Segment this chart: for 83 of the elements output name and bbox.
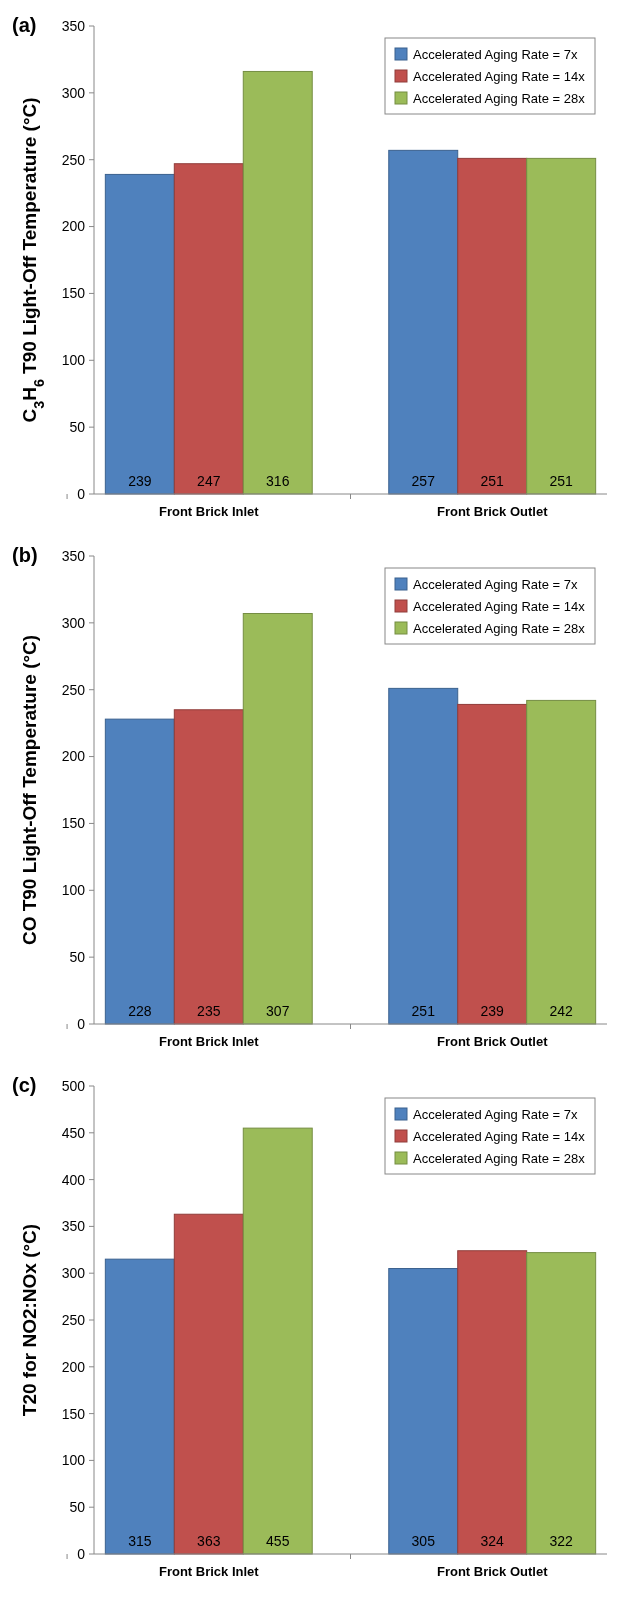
y-tick-label: 100 (61, 882, 86, 899)
legend-label: Accelerated Aging Rate = 28x (413, 90, 586, 106)
x-tick-label: Front Brick Inlet (158, 1034, 260, 1049)
y-tick-label: 100 (61, 1452, 86, 1469)
y-tick-label: 0 (77, 1545, 86, 1562)
y-tick-label: 0 (77, 485, 86, 502)
y-tick-label: 200 (61, 218, 86, 235)
bar (457, 157, 528, 495)
bar (104, 718, 175, 1025)
legend-label: Accelerated Aging Rate = 28x (413, 620, 586, 636)
y-tick-label: 150 (61, 1405, 86, 1422)
y-tick-label: 250 (61, 681, 86, 698)
data-label: 307 (266, 1003, 290, 1019)
y-tick-label: 350 (61, 1218, 86, 1235)
y-tick-label: 50 (69, 949, 86, 966)
data-label: 247 (197, 473, 221, 489)
y-axis-title: CO T90 Light-Off Temperature (°C) (19, 634, 40, 946)
bar (526, 699, 597, 1025)
data-label: 235 (197, 1003, 221, 1019)
data-label: 316 (266, 473, 290, 489)
y-tick-label: 50 (69, 419, 86, 436)
data-label: 251 (549, 473, 574, 489)
chart-title: (a) (12, 14, 37, 36)
x-tick-label: Front Brick Inlet (158, 1564, 260, 1579)
bar (388, 149, 459, 495)
chart-title: (b) (12, 544, 38, 566)
x-tick-label: Front Brick Outlet (436, 1034, 549, 1049)
data-label: 324 (480, 1533, 505, 1549)
chart-title: (c) (12, 1074, 37, 1096)
y-tick-label: 100 (61, 352, 86, 369)
bar (526, 157, 597, 495)
data-label: 251 (411, 1003, 436, 1019)
x-tick-label: Front Brick Outlet (436, 1564, 549, 1579)
bar (457, 1250, 528, 1555)
bar (242, 1127, 313, 1555)
y-tick-label: 200 (61, 1358, 86, 1375)
bar (526, 1252, 597, 1555)
x-tick-label: Front Brick Outlet (436, 504, 549, 519)
y-tick-label: 300 (61, 614, 86, 631)
data-label: 315 (128, 1533, 152, 1549)
data-label: 305 (411, 1533, 436, 1549)
bar (242, 613, 313, 1025)
bar (242, 70, 313, 495)
y-tick-label: 450 (61, 1124, 86, 1141)
data-label: 242 (549, 1003, 574, 1019)
data-label: 322 (549, 1533, 574, 1549)
y-axis-title: T20 for NO2:NOx (°C) (19, 1223, 40, 1417)
y-tick-label: 250 (61, 151, 86, 168)
y-tick-label: 300 (61, 1265, 86, 1282)
bar (388, 687, 459, 1025)
y-tick-label: 50 (69, 1499, 86, 1516)
bar (173, 163, 244, 495)
legend-label: Accelerated Aging Rate = 7x (413, 46, 578, 62)
bar (388, 1268, 459, 1555)
legend-label: Accelerated Aging Rate = 28x (413, 1150, 586, 1166)
x-tick-label: Front Brick Inlet (158, 504, 260, 519)
legend-label: Accelerated Aging Rate = 7x (413, 576, 578, 592)
data-label: 239 (128, 473, 152, 489)
data-label: 251 (480, 473, 505, 489)
y-tick-label: 150 (61, 285, 86, 302)
data-label: 257 (411, 473, 436, 489)
bar (104, 173, 175, 495)
data-label: 363 (197, 1533, 221, 1549)
bar (457, 703, 528, 1025)
y-tick-label: 500 (61, 1077, 86, 1094)
legend-label: Accelerated Aging Rate = 14x (413, 1128, 586, 1144)
legend-label: Accelerated Aging Rate = 7x (413, 1106, 578, 1122)
y-tick-label: 150 (61, 815, 86, 832)
legend-label: Accelerated Aging Rate = 14x (413, 68, 586, 84)
y-tick-label: 350 (61, 547, 86, 564)
y-tick-label: 300 (61, 84, 86, 101)
y-tick-label: 250 (61, 1311, 86, 1328)
data-label: 455 (266, 1533, 290, 1549)
y-tick-label: 400 (61, 1171, 86, 1188)
y-tick-label: 0 (77, 1015, 86, 1032)
y-tick-label: 350 (61, 17, 86, 34)
bar (173, 709, 244, 1025)
bar (173, 1213, 244, 1555)
data-label: 239 (480, 1003, 505, 1019)
y-tick-label: 200 (61, 748, 86, 765)
legend-label: Accelerated Aging Rate = 14x (413, 598, 586, 614)
data-label: 228 (128, 1003, 152, 1019)
bar (104, 1258, 175, 1555)
